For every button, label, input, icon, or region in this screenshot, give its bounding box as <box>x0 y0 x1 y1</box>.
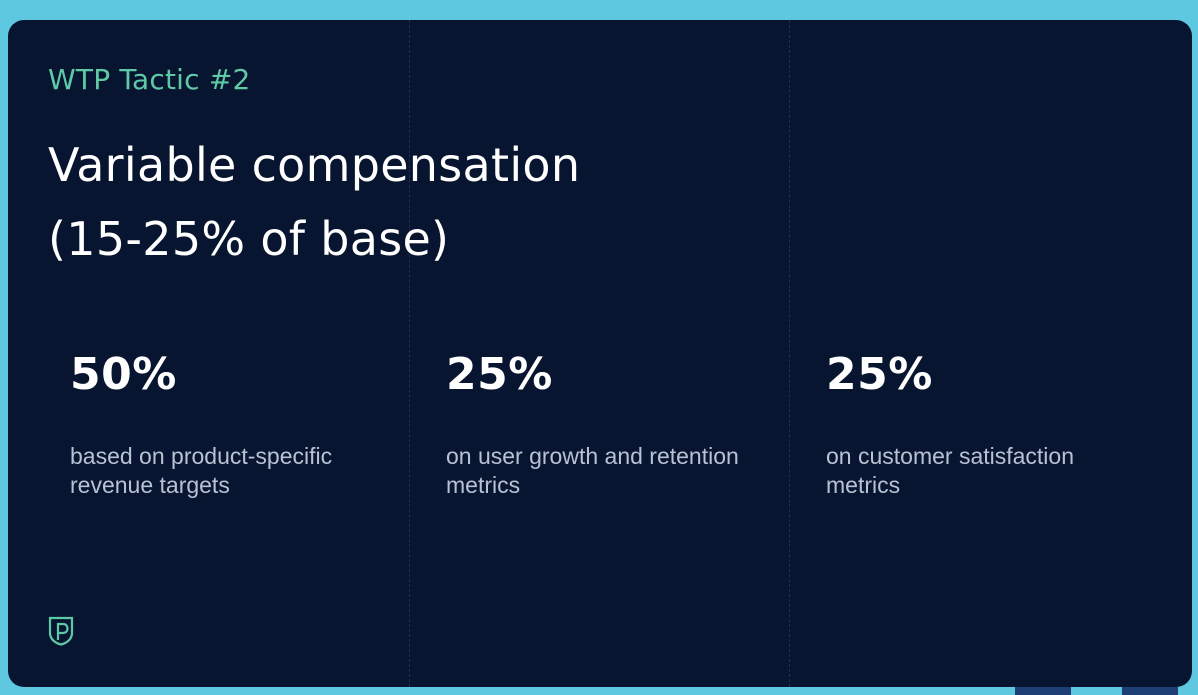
background-strip <box>1015 687 1071 695</box>
column-guide <box>409 20 410 687</box>
slide-eyebrow: WTP Tactic #2 <box>48 63 251 96</box>
stat-value: 50% <box>70 349 177 400</box>
column-guide <box>789 20 790 687</box>
stat-description: based on product-specific revenue target… <box>70 443 333 498</box>
stat-description: on customer satisfaction metrics <box>826 443 1075 498</box>
stat-revenue: 50% based on product-specific revenue ta… <box>70 348 390 500</box>
stat-value: 25% <box>446 349 553 400</box>
slide-title: Variable compensation (15-25% of base) <box>48 128 580 276</box>
stat-customer-satisfaction: 25% on customer satisfaction metrics <box>826 348 1146 500</box>
slide: WTP Tactic #2 Variable compensation (15-… <box>8 20 1192 687</box>
slide-title-line-1: Variable compensation <box>48 138 581 192</box>
stat-description: on user growth and retention metrics <box>446 443 739 498</box>
stat-value: 25% <box>826 349 933 400</box>
shield-p-logo-icon <box>48 616 74 646</box>
slide-title-line-2: (15-25% of base) <box>48 212 450 266</box>
stat-user-growth: 25% on user growth and retention metrics <box>446 348 766 500</box>
background-strip <box>1122 687 1178 695</box>
